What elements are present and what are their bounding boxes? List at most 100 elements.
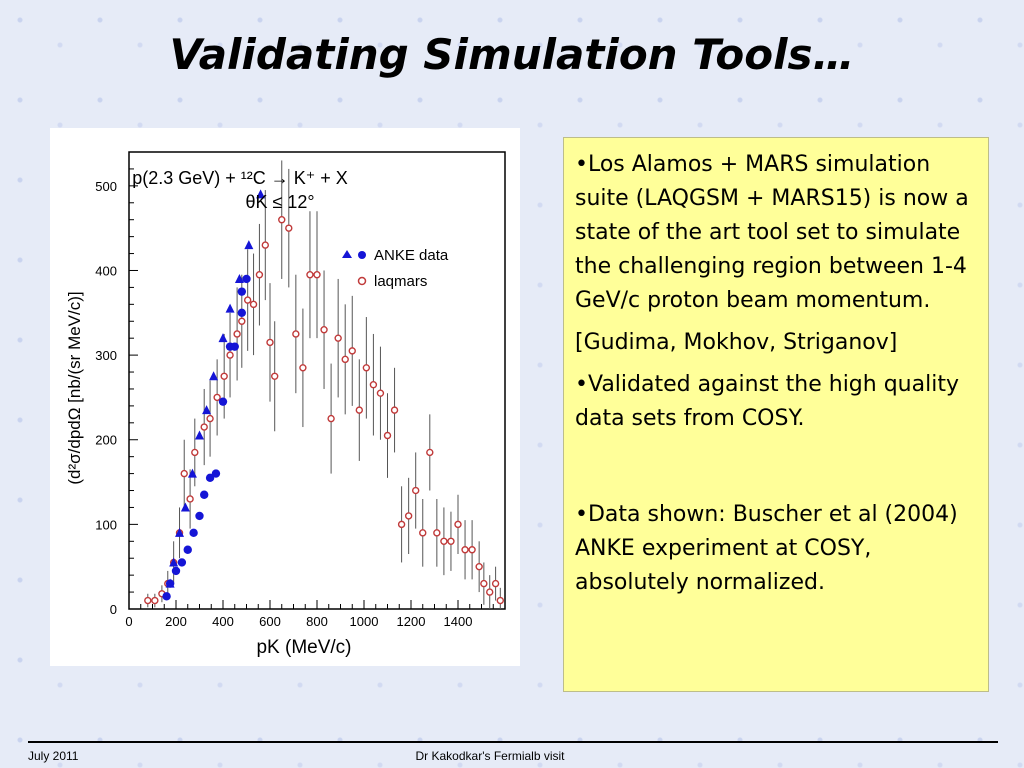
anke-triangle-point: [244, 240, 254, 250]
laqmars-point: [270, 372, 279, 380]
x-tick-label: 1200: [397, 614, 426, 629]
legend-label-laqmars: laqmars: [374, 273, 427, 290]
laqmars-point: [475, 562, 483, 571]
citation-authors: [Gudima, Mokhov, Striganov]: [575, 330, 898, 355]
laqmars-point: [320, 326, 328, 334]
bullet-data-shown: •Data shown: Buscher et al (2004) ANKE e…: [575, 502, 958, 595]
slide-title: Validating Simulation Tools…: [169, 30, 855, 79]
laqmars-point: [220, 372, 228, 380]
y-tick-label: 100: [95, 517, 117, 532]
laqmars-point: [480, 579, 488, 588]
anke-triangle-point: [175, 527, 185, 537]
cross-section-chart: 0 200 400 600 800 1000 1200 1400 0 100 200 300 400 50…: [65, 151, 506, 658]
anke-circle-point: [230, 342, 239, 351]
x-tick-label: 800: [306, 614, 328, 629]
chart-annotation-angle: θK ≤ 12°: [245, 192, 314, 212]
laqmars-point: [486, 588, 494, 596]
laqmars-point: [243, 296, 252, 304]
anke-triangle-point: [218, 333, 228, 343]
y-tick-label: 300: [95, 348, 117, 363]
x-tick-label: 0: [125, 614, 132, 629]
anke-circle-point: [183, 545, 192, 554]
anke-circle-point: [165, 579, 175, 588]
y-tick-label: 0: [110, 602, 117, 617]
anke-circle-point: [171, 566, 181, 576]
anke-circle-point: [237, 308, 246, 317]
laqmars-point: [186, 495, 194, 503]
laqmars-point: [383, 431, 392, 440]
anke-triangle-point: [225, 303, 235, 313]
laqmars-point: [299, 364, 307, 372]
laqmars-point: [191, 448, 199, 457]
laqmars-point: [233, 330, 241, 338]
anke-triangle-point: [234, 273, 244, 283]
bullet-validated: •Validated against the high quality data…: [575, 372, 959, 431]
laqmars-point: [306, 271, 314, 279]
footer-rule: [28, 741, 998, 743]
laqmars-point: [261, 241, 270, 249]
laqmars-point: [412, 486, 420, 495]
laqmars-point: [404, 512, 413, 520]
y-axis-label: (d²σ/dpdΩ [nb/(sr MeV/c)]: [65, 291, 84, 484]
legend: ANKE data laqmars: [342, 247, 449, 290]
anke-circle-point: [177, 558, 187, 567]
anke-triangle-point: [202, 405, 212, 415]
anke-circle-point: [211, 469, 221, 478]
anke-triangle-point: [169, 557, 179, 567]
chart-annotation-reaction: p(2.3 GeV) + ¹²C → K⁺ + X: [132, 168, 348, 188]
laqmars-point: [249, 300, 258, 309]
laqmars-point: [278, 216, 286, 224]
x-tick-label: 1400: [444, 614, 473, 629]
x-axis-label: pK (MeV/c): [256, 637, 351, 658]
laqmars-point: [334, 334, 342, 342]
laqmars-point: [362, 364, 371, 372]
laqmars-point: [496, 596, 504, 605]
legend-label-anke: ANKE data: [374, 247, 449, 264]
legend-filled-circle-marker: [358, 251, 366, 259]
anke-triangle-point: [209, 371, 219, 381]
anke-circle-point: [237, 287, 246, 296]
anke-triangle-point: [180, 502, 190, 512]
laqmars-point: [348, 347, 356, 355]
x-tick-label: 200: [165, 614, 187, 629]
x-tick-label: 600: [259, 614, 281, 629]
laqmars-point: [266, 338, 274, 347]
laqmars-point: [369, 381, 378, 389]
y-tick-label: 400: [95, 263, 117, 278]
laqmars-point: [255, 271, 264, 279]
laqmars-point: [151, 596, 159, 605]
footer-date: July 2011: [28, 749, 79, 763]
laqmars-point: [426, 448, 434, 457]
footer-title: Dr Kakodkar's Fermialb visit: [415, 749, 565, 763]
anke-triangle-point: [195, 430, 204, 440]
laqmars-point: [327, 414, 335, 423]
laqmars-point: [433, 529, 441, 537]
laqmars-point: [491, 579, 500, 588]
anke-triangle-point: [256, 189, 266, 199]
x-tick-label: 400: [212, 614, 234, 629]
laqmars-point: [206, 414, 214, 423]
laqmars-point: [180, 469, 188, 478]
laqmars-point: [390, 406, 399, 414]
laqmars-point: [226, 351, 234, 359]
laqmars-point: [447, 537, 455, 545]
laqmars-point: [376, 389, 385, 397]
laqmars-point: [292, 330, 300, 338]
laqmars-point: [355, 406, 363, 414]
anke-circle-point: [242, 274, 251, 284]
anke-circle-point: [205, 473, 215, 483]
bullet-textbox: •Los Alamos + MARS simulation suite (LAQ…: [563, 137, 989, 692]
laqmars-point: [238, 317, 246, 325]
laqmars-point: [419, 529, 427, 537]
chart-panel: 0 200 400 600 800 1000 1200 1400 0 100 200 300 400 50…: [50, 128, 520, 666]
laqmars-point: [341, 355, 349, 364]
laqmars-point: [397, 520, 406, 529]
anke-circle-point: [189, 528, 198, 538]
anke-circle-point: [218, 397, 228, 406]
x-tick-label: 1000: [350, 614, 379, 629]
laqmars-point: [213, 393, 221, 402]
anke-circle-point: [200, 490, 209, 499]
laqmars-point: [313, 271, 321, 279]
anke-circle-point: [195, 511, 204, 521]
legend-triangle-marker: [342, 250, 352, 258]
